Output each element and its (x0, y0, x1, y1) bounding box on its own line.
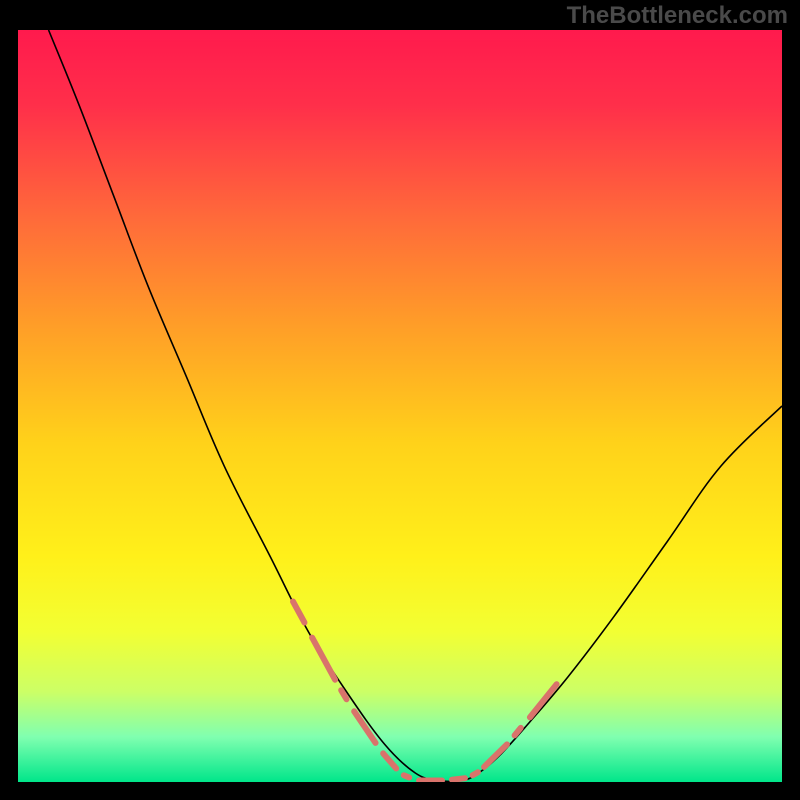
chart-frame: TheBottleneck.com (0, 0, 800, 800)
watermark-text: TheBottleneck.com (567, 2, 788, 30)
curve-marker-dash (404, 775, 409, 777)
chart-svg (18, 30, 782, 782)
plot-area (18, 30, 782, 782)
curve-marker-dash (452, 778, 465, 780)
chart-background (18, 30, 782, 782)
curve-marker-dash (473, 772, 478, 775)
